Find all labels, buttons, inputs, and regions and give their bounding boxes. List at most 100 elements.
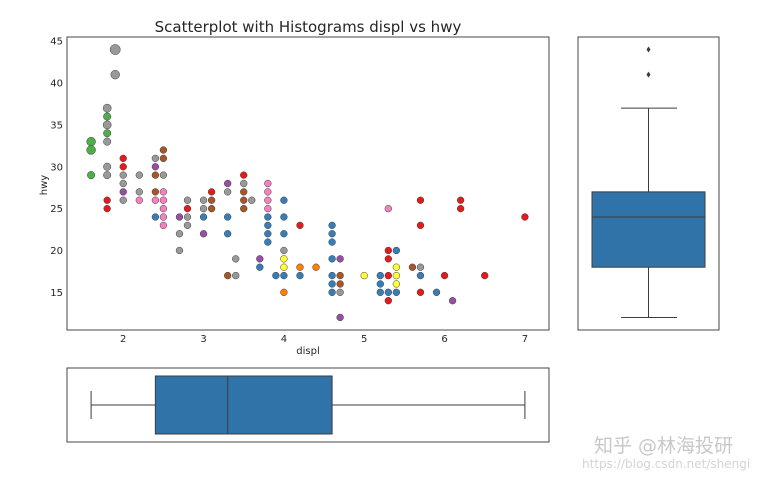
scatter-point xyxy=(328,288,336,296)
x-tick-label: 6 xyxy=(441,334,447,345)
x-tick-label: 5 xyxy=(361,334,367,345)
scatter-point xyxy=(328,271,336,280)
scatter-point xyxy=(102,120,112,130)
scatter-point xyxy=(280,255,288,263)
scatter-point xyxy=(376,271,384,280)
scatter-point xyxy=(183,213,192,221)
scatter-point xyxy=(87,171,96,180)
scatter-point xyxy=(151,196,160,204)
scatter-point xyxy=(264,238,272,246)
scatter-point xyxy=(151,154,160,163)
scatter-point xyxy=(240,204,248,213)
scatter-point xyxy=(416,288,425,296)
x-tick-label: 3 xyxy=(200,334,206,345)
scatter-point xyxy=(159,188,168,196)
scatter-point xyxy=(151,171,160,179)
scatter-point xyxy=(103,162,112,171)
scatter-point xyxy=(264,213,272,221)
scatter-point xyxy=(86,145,96,155)
scatter-point xyxy=(416,271,425,280)
scatter-point xyxy=(264,230,272,238)
scatter-points xyxy=(86,44,529,322)
scatter-point xyxy=(159,213,168,221)
scatter-point xyxy=(135,188,143,196)
scatter-point xyxy=(264,221,272,230)
scatter-point xyxy=(272,271,280,280)
outlier-marker xyxy=(646,46,651,53)
scatter-point xyxy=(296,271,304,280)
scatter-point xyxy=(264,204,272,213)
scatter-point xyxy=(86,136,96,147)
scatter-point xyxy=(360,271,368,280)
scatter-point xyxy=(328,238,336,246)
x-tick-label: 2 xyxy=(120,334,126,345)
scatter-point xyxy=(103,129,112,138)
scatter-point xyxy=(416,196,425,204)
x-tick-label: 7 xyxy=(522,334,528,345)
scatter-point xyxy=(199,196,208,204)
scatter-point xyxy=(481,271,489,280)
scatter-point xyxy=(159,204,168,213)
scatter-point xyxy=(224,271,232,280)
scatter-point xyxy=(224,179,232,188)
scatter-point xyxy=(440,271,449,280)
scatter-point xyxy=(328,255,336,263)
iqr-box xyxy=(154,375,333,435)
scatter-point xyxy=(392,288,401,296)
scatter-point xyxy=(199,204,208,213)
scatter-point xyxy=(207,204,216,213)
scatter-point xyxy=(207,188,216,196)
scatter-point xyxy=(384,297,392,305)
scatter-point xyxy=(199,213,208,221)
scatter-point xyxy=(296,221,304,230)
scatter-point xyxy=(392,271,401,280)
scatter-point xyxy=(103,137,112,146)
scatter-point xyxy=(232,271,240,280)
scatter-point xyxy=(119,163,127,171)
scatter-point xyxy=(384,271,392,280)
scatter-point xyxy=(103,171,112,180)
scatter-point xyxy=(240,171,248,179)
scatter-point xyxy=(159,196,168,204)
outlier-marker xyxy=(646,71,651,78)
scatter-point xyxy=(264,179,272,188)
y-tick-label: 25 xyxy=(50,204,63,215)
y-axis-label: hwy xyxy=(39,175,50,196)
watermark-url: https://blog.csdn.net/shengi xyxy=(582,457,750,471)
scatter-point xyxy=(328,230,336,238)
scatter-point xyxy=(392,246,401,255)
displ-boxplot xyxy=(90,375,526,435)
scatter-point xyxy=(224,188,232,196)
scatter-point xyxy=(448,297,457,305)
x-tick-label: 4 xyxy=(281,334,287,345)
scatter-point xyxy=(280,213,288,221)
scatter-point xyxy=(207,196,216,204)
scatter-point xyxy=(135,196,143,204)
scatter-point xyxy=(224,213,232,221)
scatter-point xyxy=(336,255,344,263)
scatter-point xyxy=(159,146,168,154)
scatter-point xyxy=(103,196,111,204)
scatter-point xyxy=(119,196,127,204)
y-tick-label: 20 xyxy=(50,246,63,257)
scatter-point xyxy=(109,44,121,55)
scatter-point xyxy=(119,154,127,163)
iqr-box xyxy=(591,191,706,268)
y-tick-label: 45 xyxy=(50,37,63,48)
y-tick-label: 30 xyxy=(50,162,63,173)
scatter-point xyxy=(416,221,425,230)
scatter-point xyxy=(119,171,127,179)
scatter-point xyxy=(175,246,184,255)
scatter-point xyxy=(296,263,304,271)
scatter-point xyxy=(175,213,184,221)
scatter-point xyxy=(256,263,264,271)
scatter-point xyxy=(408,263,417,271)
scatter-plot-area xyxy=(66,36,550,331)
scatter-point xyxy=(384,288,392,296)
scatter-point xyxy=(384,255,392,263)
x-tick-labels: 2 3 4 5 6 7 xyxy=(120,334,528,345)
scatter-point xyxy=(432,288,441,296)
scatter-point xyxy=(103,112,112,121)
scatter-point xyxy=(119,188,127,196)
